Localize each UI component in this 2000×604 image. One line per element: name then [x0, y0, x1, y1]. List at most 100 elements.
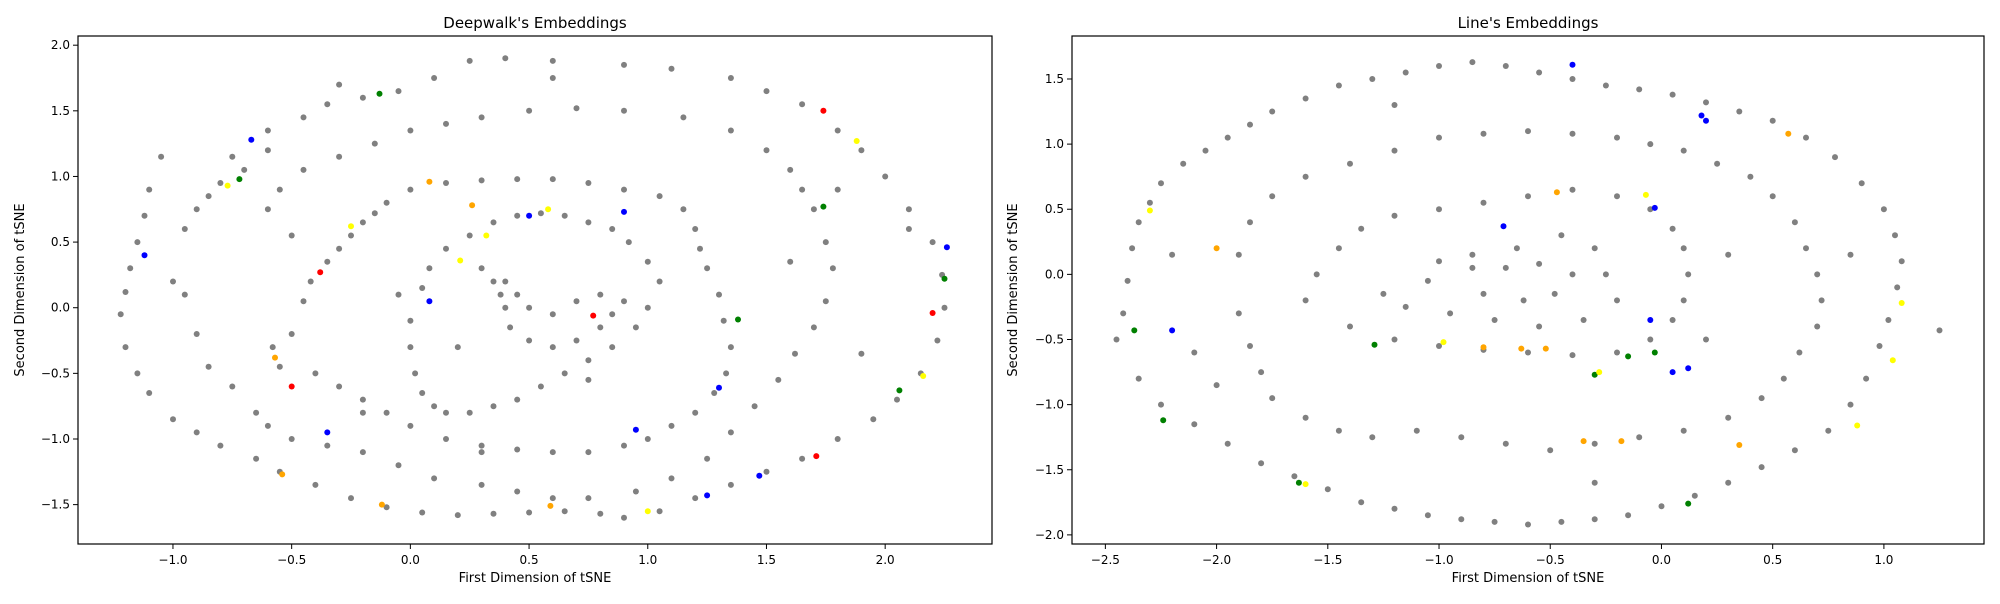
scatter-point	[1335, 245, 1342, 252]
scatter-point	[1725, 479, 1732, 486]
scatter-point	[692, 409, 699, 416]
scatter-point	[1335, 427, 1342, 434]
scatter-point	[1191, 421, 1198, 428]
scatter-point	[1803, 245, 1809, 252]
scatter-point	[1651, 204, 1658, 211]
scatter-point	[549, 57, 556, 64]
scatter-point	[711, 390, 718, 396]
scatter-point	[1391, 336, 1398, 343]
scatter-point	[549, 449, 556, 456]
scatter-point	[573, 105, 580, 112]
scatter-point	[1814, 271, 1821, 278]
scatter-point	[775, 376, 782, 383]
scatter-point	[1698, 112, 1705, 119]
scatter-point	[1647, 336, 1654, 343]
scatter-point	[820, 203, 827, 210]
scatter-point	[312, 481, 319, 488]
scatter-point	[141, 212, 148, 219]
scatter-point	[1814, 323, 1821, 330]
scatter-point	[336, 383, 343, 390]
scatter-point	[514, 212, 521, 219]
scatter-point	[383, 504, 390, 511]
scatter-point	[1502, 63, 1509, 69]
scatter-point	[870, 416, 877, 423]
scatter-point	[656, 508, 663, 515]
scatter-point	[1302, 95, 1309, 102]
scatter-point	[324, 429, 331, 436]
scatter-point	[1469, 59, 1476, 66]
scatter-point	[896, 387, 903, 394]
y-tick-label: 1.0	[51, 169, 70, 183]
scatter-point	[727, 344, 734, 351]
scatter-point	[224, 182, 231, 189]
scatter-point	[1235, 251, 1242, 258]
scatter-point	[359, 219, 366, 226]
scatter-point	[117, 311, 124, 318]
scatter-point	[170, 416, 176, 423]
scatter-point	[1391, 505, 1398, 512]
scatter-point	[1500, 223, 1507, 230]
scatter-point	[383, 199, 390, 206]
scatter-point	[412, 370, 419, 377]
y-tick-label: 1.0	[1045, 137, 1064, 151]
scatter-point	[692, 495, 699, 502]
x-axis-label: First Dimension of tSNE	[459, 571, 612, 586]
chart-title: Deepwalk's Embeddings	[443, 14, 627, 32]
scatter-point	[407, 186, 414, 193]
scatter-point	[1480, 130, 1487, 137]
scatter-point	[359, 409, 366, 416]
tick-layer: −2.5 −2.0 −1.5 −1.0 −0.5 0.0 0.5 1.0 −2.0 −1.5 −1.…	[1035, 72, 1894, 567]
scatter-point	[122, 289, 129, 295]
scatter-point	[1269, 193, 1276, 200]
scatter-point	[720, 317, 727, 324]
scatter-point	[478, 442, 485, 449]
scatter-point	[1402, 69, 1409, 76]
scatter-point	[1169, 327, 1176, 334]
scatter-point	[621, 298, 627, 305]
scatter-point	[1224, 134, 1231, 141]
scatter-point	[621, 514, 627, 521]
scatter-point	[561, 370, 568, 377]
y-tick-label: 2.0	[51, 38, 70, 52]
scatter-point	[656, 193, 663, 200]
scatter-point	[1269, 395, 1276, 402]
scatter-point	[181, 291, 188, 298]
scatter-point	[656, 278, 663, 285]
scatter-point	[799, 101, 806, 108]
scatter-point	[466, 409, 473, 416]
scatter-point	[1596, 369, 1603, 376]
scatter-point	[490, 278, 497, 285]
chart-panel-line: Line's Embeddings First Dimension of tSN…	[1006, 14, 1985, 586]
scatter-point	[621, 442, 627, 449]
chart-title: Line's Embeddings	[1458, 14, 1599, 32]
scatter-point	[1803, 134, 1809, 141]
scatter-point	[1703, 336, 1709, 343]
scatter-point	[763, 88, 770, 95]
scatter-point	[264, 127, 271, 134]
scatter-point	[829, 265, 836, 272]
scatter-point	[547, 502, 554, 509]
scatter-point	[1536, 69, 1543, 76]
scatter-point	[514, 446, 521, 453]
scatter-point	[376, 90, 383, 97]
scatter-point	[1614, 349, 1620, 356]
scatter-point	[502, 278, 509, 285]
scatter-point	[1502, 440, 1509, 447]
scatter-point	[735, 316, 741, 323]
scatter-point	[858, 350, 865, 357]
scatter-point	[799, 186, 806, 193]
scatter-point	[395, 462, 402, 469]
y-tick-label: −1.5	[1035, 463, 1064, 477]
scatter-point	[1614, 297, 1620, 304]
scatter-point	[585, 219, 592, 226]
scatter-point	[1371, 341, 1378, 348]
scatter-point	[1889, 357, 1896, 364]
scatter-point	[1158, 180, 1164, 187]
scatter-point	[1685, 271, 1692, 278]
scatter-point	[141, 252, 148, 259]
scatter-point	[1553, 189, 1560, 196]
scatter-point	[1591, 371, 1598, 378]
scatter-point	[1725, 414, 1732, 421]
